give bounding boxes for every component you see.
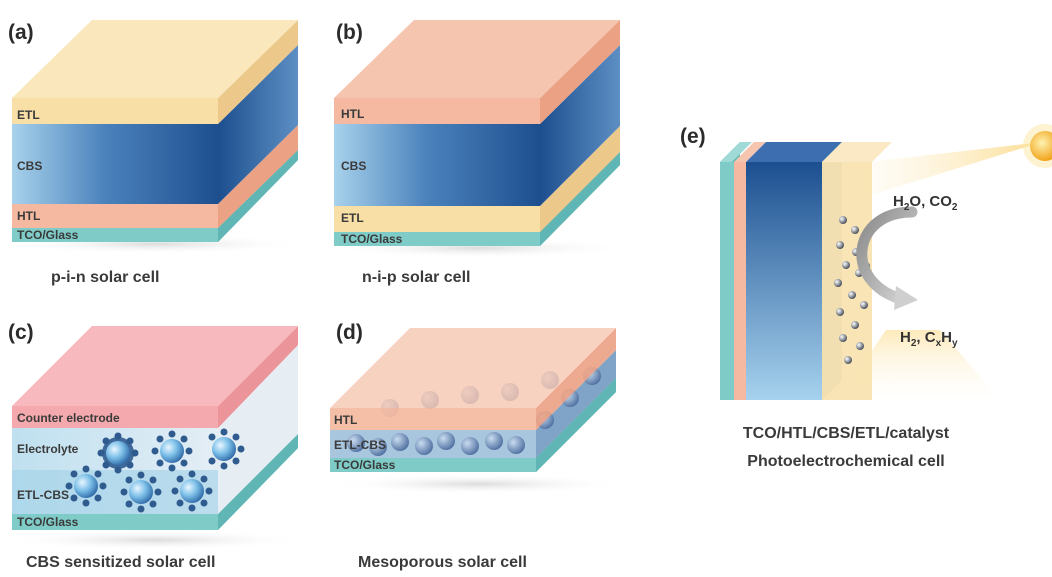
sun-icon	[1023, 124, 1052, 168]
htl-layer	[12, 204, 218, 228]
layer-label-htl: HTL	[17, 209, 40, 223]
panel-label-b: (b)	[336, 21, 363, 44]
products-label: H2, CxHy	[900, 329, 958, 349]
layer-label-tco: TCO/Glass	[17, 515, 79, 529]
cbs-layer	[334, 124, 540, 206]
reactants-label: H2O, CO2	[893, 193, 958, 213]
caption-e-line1: TCO/HTL/CBS/ETL/catalyst	[743, 425, 950, 442]
layer-label-tco: TCO/Glass	[334, 458, 396, 472]
etl-catalyst-slab	[822, 162, 872, 400]
caption-d: Mesoporous solar cell	[358, 554, 527, 571]
layer-label-cbs: CBS	[341, 159, 366, 173]
etl-layer	[334, 206, 540, 232]
panel-label-a: (a)	[8, 21, 34, 44]
layer-label-htl: HTL	[334, 413, 357, 427]
tco-layer	[330, 378, 616, 472]
htl-layer	[334, 98, 540, 124]
panel-e: (e) H2O, CO2 H2, CxHy TCO/HTL/CBS/ETL/ca…	[680, 124, 1052, 470]
caption-e-line2: Photoelectrochemical cell	[747, 453, 944, 470]
counter-electrode-layer	[12, 406, 218, 428]
caption-a: p-i-n solar cell	[51, 269, 159, 286]
layer-label-tco: TCO/Glass	[341, 232, 403, 246]
panel-d: (d) HTL ETL-CBS TCO/Glass Mesoporous sol…	[328, 321, 628, 571]
cbs-slab	[746, 162, 822, 400]
nanoparticle-icon	[65, 428, 245, 513]
layer-label-tco: TCO/Glass	[17, 228, 79, 242]
layer-label-cbs: CBS	[17, 159, 42, 173]
caption-b: n-i-p solar cell	[362, 269, 470, 286]
tco-layer	[12, 150, 298, 242]
panel-c: (c) Counter electrode Electrolyte ETL-CB…	[5, 321, 305, 571]
panel-label-e: (e)	[680, 125, 706, 148]
htl-layer	[330, 408, 536, 430]
light-glow	[838, 330, 1000, 400]
panel-a: (a) ETL CBS HTL TCO/Glass p-i-n solar ce…	[5, 20, 305, 286]
layer-label-electrolyte: Electrolyte	[17, 442, 79, 456]
panel-label-c: (c)	[8, 321, 34, 344]
caption-c: CBS sensitized solar cell	[26, 554, 215, 571]
layer-label-counter-electrode: Counter electrode	[17, 411, 120, 425]
etl-layer	[12, 98, 218, 124]
cbs-layer	[12, 124, 218, 204]
light-beam	[868, 142, 1042, 196]
tco-layer	[334, 152, 620, 246]
layer-label-htl: HTL	[341, 107, 364, 121]
tco-slab	[720, 162, 734, 400]
panel-b: (b) HTL CBS ETL TCO/Glass n-i-p solar ce…	[328, 20, 628, 286]
curved-arrow-icon	[856, 206, 918, 310]
layer-label-etl-cbs: ETL-CBS	[334, 438, 386, 452]
layer-label-etl-cbs: ETL-CBS	[17, 488, 69, 502]
layer-label-etl: ETL	[17, 108, 40, 122]
layer-label-etl: ETL	[341, 211, 364, 225]
panel-label-d: (d)	[336, 321, 363, 344]
htl-slab	[734, 162, 746, 400]
